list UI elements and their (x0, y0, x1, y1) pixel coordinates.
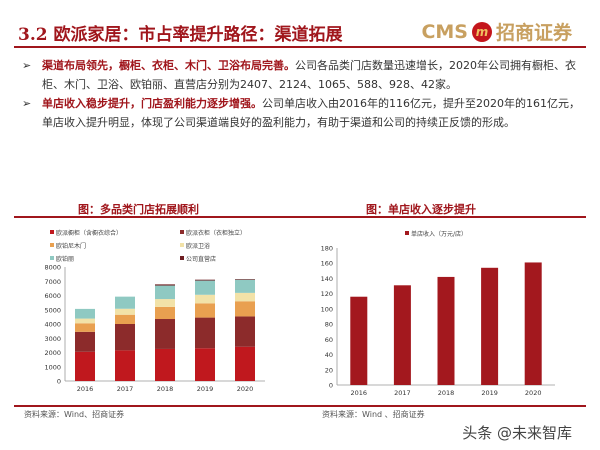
y-tick-label: 80 (325, 321, 333, 329)
bar-2019-0 (481, 267, 499, 385)
bar-2020-3 (235, 292, 255, 302)
x-tick-label: 2017 (394, 389, 411, 397)
x-tick-label: 2020 (237, 385, 254, 393)
y-tick-label: 1000 (44, 363, 61, 371)
y-tick-label: 60 (325, 336, 333, 344)
bar-2018-5 (155, 284, 175, 286)
bar-2019-0 (195, 348, 215, 381)
bar-2018-2 (155, 306, 175, 320)
y-tick-label: 0 (329, 382, 333, 390)
bullet-text: 公司单店收入由2016年的116亿元，提升至2020年的161亿元，单店收入提升… (42, 97, 580, 129)
divider (14, 46, 586, 48)
legend-swatch (50, 230, 54, 234)
x-tick-label: 2016 (351, 389, 368, 397)
divider (14, 405, 586, 407)
legend-label: 欧铂尼木门 (56, 242, 86, 250)
logo-cn: 招商证券 (495, 22, 572, 44)
bar-2020-0 (524, 262, 542, 385)
bar-2020-4 (235, 279, 255, 293)
bar-2017-2 (115, 314, 135, 324)
source-right: 资料来源：Wind 、招商证券 (322, 410, 425, 419)
bar-2018-4 (155, 285, 175, 300)
bullet-heading: 渠道布局领先，橱柜、衣柜、木门、卫浴布局完善。 (42, 59, 295, 72)
logo-text: CMS (421, 20, 468, 43)
bar-2016-0 (350, 296, 368, 385)
page-title: 3.2 欧派家居：市占率提升路径：渠道拓展 (18, 25, 343, 45)
legend-swatch (180, 256, 184, 260)
bar-2017-3 (115, 308, 135, 315)
y-tick-label: 20 (325, 366, 333, 374)
bullet-text: 公司各品类门店数量迅速增长，2020年公司拥有橱柜、衣柜、木门、卫浴、欧铂丽、直… (42, 59, 576, 91)
bar-2019-3 (195, 294, 215, 304)
bar-2019-2 (195, 303, 215, 318)
bar-2020-0 (235, 346, 255, 381)
x-tick-label: 2018 (157, 385, 174, 393)
x-tick-label: 2019 (197, 385, 214, 393)
bullet-heading: 单店收入稳步提升，门店盈利能力逐步增强。 (42, 97, 262, 110)
legend-swatch (405, 231, 409, 235)
legend-swatch (180, 243, 184, 247)
bar-2020-2 (235, 301, 255, 317)
legend-label: 欧铂丽 (56, 255, 74, 263)
x-tick-label: 2020 (525, 389, 542, 397)
bar-2017-1 (115, 324, 135, 351)
y-tick-label: 8000 (44, 264, 61, 272)
x-tick-label: 2017 (117, 385, 134, 393)
bar-2017-0 (393, 285, 411, 385)
bar-2016-1 (75, 331, 95, 352)
y-tick-label: 6000 (44, 292, 61, 300)
y-tick-label: 100 (321, 305, 333, 313)
bullet-item: ➢ 渠道布局领先，橱柜、衣柜、木门、卫浴布局完善。公司各品类门店数量迅速增长，20… (22, 56, 587, 94)
divider (14, 216, 586, 218)
bar-2019-4 (195, 280, 215, 295)
bar-2016-3 (75, 318, 95, 324)
legend-label: 单店收入（万元/店） (411, 230, 467, 238)
legend-label: 公司直营店 (186, 255, 216, 263)
logo-mark-icon: m (471, 21, 492, 42)
legend-label: 欧派衣柜（衣柜独立） (186, 229, 246, 237)
y-tick-label: 3000 (44, 335, 61, 343)
x-tick-label: 2019 (481, 389, 498, 397)
y-tick-label: 40 (325, 351, 333, 359)
legend-swatch (180, 230, 184, 234)
bar-2017-0 (115, 350, 135, 381)
x-tick-label: 2018 (438, 389, 455, 397)
y-tick-label: 0 (57, 378, 61, 386)
legend-label: 欧派橱柜（含橱衣综合） (56, 229, 122, 237)
bar-2018-0 (155, 348, 175, 381)
legend-label: 欧派卫浴 (186, 242, 210, 250)
chart-title-right: 图：单店收入逐步提升 (366, 203, 476, 216)
bar-2016-2 (75, 323, 95, 332)
bullet-item: ➢ 单店收入稳步提升，门店盈利能力逐步增强。公司单店收入由2016年的116亿元，… (22, 94, 587, 132)
bar-2018-0 (437, 276, 455, 385)
bar-2017-4 (115, 296, 135, 309)
arrow-icon: ➢ (22, 97, 32, 110)
bar-2020-5 (235, 279, 255, 280)
bar-2019-5 (195, 279, 215, 281)
y-tick-label: 140 (321, 275, 333, 283)
y-tick-label: 120 (321, 290, 333, 298)
bar-2016-4 (75, 308, 95, 319)
logo: CMS m 招商证券 (421, 18, 572, 45)
y-tick-label: 180 (321, 245, 333, 253)
bar-2016-0 (75, 351, 95, 381)
watermark: 头条 @未来智库 (462, 424, 572, 442)
y-tick-label: 160 (321, 260, 333, 268)
legend-swatch (50, 243, 54, 247)
y-tick-label: 7000 (44, 278, 61, 286)
bar-2020-1 (235, 316, 255, 347)
bar-2019-1 (195, 317, 215, 349)
bullet-list: ➢ 渠道布局领先，橱柜、衣柜、木门、卫浴布局完善。公司各品类门店数量迅速增长，20… (22, 56, 587, 132)
y-tick-label: 4000 (44, 321, 61, 329)
arrow-icon: ➢ (22, 59, 32, 72)
x-tick-label: 2016 (77, 385, 94, 393)
y-tick-label: 5000 (44, 306, 61, 314)
legend-swatch (50, 256, 54, 260)
source-left: 资料来源：Wind、招商证券 (24, 410, 125, 419)
y-tick-label: 2000 (44, 349, 61, 357)
chart-title-left: 图：多品类门店拓展顺利 (78, 203, 199, 216)
bar-2018-3 (155, 299, 175, 307)
bar-2018-1 (155, 319, 175, 349)
